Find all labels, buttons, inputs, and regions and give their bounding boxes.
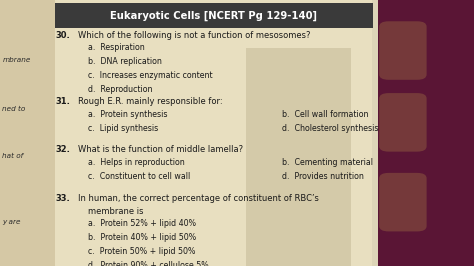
- Text: d.  Provides nutrition: d. Provides nutrition: [282, 172, 364, 181]
- Text: mbrane: mbrane: [2, 57, 31, 63]
- FancyBboxPatch shape: [0, 0, 55, 266]
- FancyBboxPatch shape: [377, 0, 474, 266]
- FancyBboxPatch shape: [379, 21, 427, 80]
- Text: 30.: 30.: [56, 31, 71, 40]
- FancyBboxPatch shape: [379, 173, 427, 231]
- Text: a.  Protein synthesis: a. Protein synthesis: [88, 110, 167, 119]
- FancyBboxPatch shape: [372, 0, 378, 266]
- Text: 32.: 32.: [56, 145, 71, 154]
- Text: c.  Increases enzymatic content: c. Increases enzymatic content: [88, 71, 212, 80]
- Text: y are: y are: [2, 219, 21, 225]
- Text: d.  Protein 90% + cellulose 5%: d. Protein 90% + cellulose 5%: [88, 261, 208, 266]
- Text: c.  Lipid synthesis: c. Lipid synthesis: [88, 124, 158, 133]
- Text: d.  Reproduction: d. Reproduction: [88, 85, 152, 94]
- Text: Which of the following is not a function of mesosomes?: Which of the following is not a function…: [78, 31, 311, 40]
- Text: What is the function of middle lamella?: What is the function of middle lamella?: [78, 145, 243, 154]
- Text: 33.: 33.: [56, 194, 71, 203]
- Text: ned to: ned to: [2, 106, 26, 112]
- Text: In human, the correct percentage of constituent of RBC’s: In human, the correct percentage of cons…: [78, 194, 319, 203]
- Text: 31.: 31.: [56, 97, 71, 106]
- Text: Eukaryotic Cells [NCERT Pg 129-140]: Eukaryotic Cells [NCERT Pg 129-140]: [110, 10, 317, 20]
- FancyBboxPatch shape: [379, 93, 427, 152]
- Text: b.  Protein 40% + lipid 50%: b. Protein 40% + lipid 50%: [88, 233, 196, 242]
- Text: b.  Cell wall formation: b. Cell wall formation: [282, 110, 368, 119]
- Text: hat of: hat of: [2, 153, 24, 159]
- Text: Rough E.R. mainly responsible for:: Rough E.R. mainly responsible for:: [78, 97, 223, 106]
- FancyBboxPatch shape: [55, 3, 373, 28]
- Text: a.  Respiration: a. Respiration: [88, 43, 145, 52]
- Text: a.  Protein 52% + lipid 40%: a. Protein 52% + lipid 40%: [88, 219, 196, 228]
- Text: membrane is: membrane is: [88, 207, 143, 216]
- Text: b.  DNA replication: b. DNA replication: [88, 57, 162, 66]
- FancyBboxPatch shape: [246, 48, 351, 266]
- Text: c.  Constituent to cell wall: c. Constituent to cell wall: [88, 172, 190, 181]
- Text: a.  Helps in reproduction: a. Helps in reproduction: [88, 158, 184, 167]
- Text: c.  Protein 50% + lipid 50%: c. Protein 50% + lipid 50%: [88, 247, 195, 256]
- Text: d.  Cholesterol synthesis: d. Cholesterol synthesis: [282, 124, 379, 133]
- Text: b.  Cementing material: b. Cementing material: [282, 158, 373, 167]
